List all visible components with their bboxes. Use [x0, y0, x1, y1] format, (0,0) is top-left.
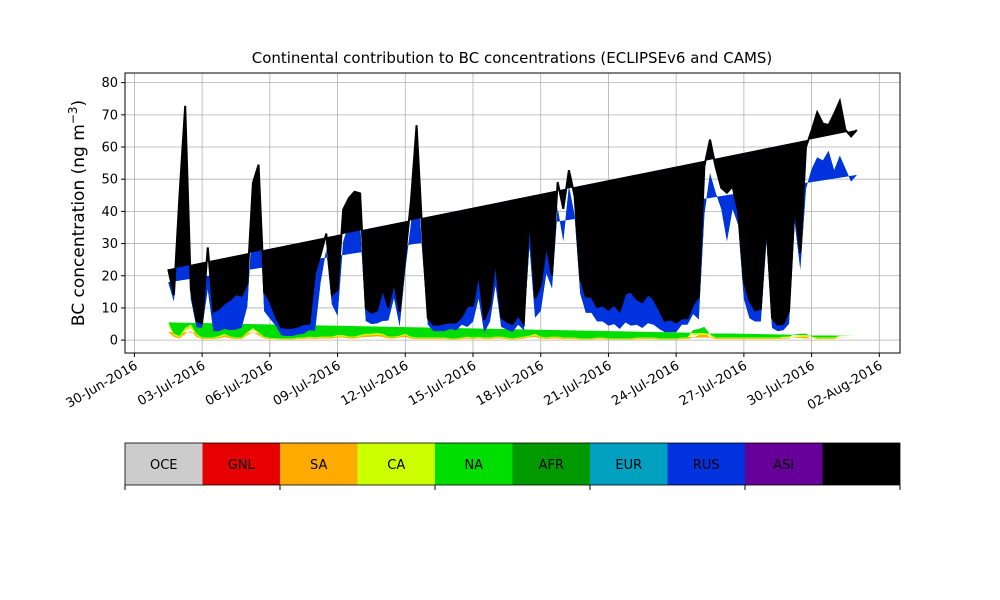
legend-label: EUR — [615, 458, 642, 473]
legend-swatch-asi — [745, 443, 823, 485]
legend-frame — [124, 442, 901, 486]
x-tick-label: 27-Jul-2016 — [677, 358, 750, 409]
legend-label: OCE — [150, 458, 178, 473]
legend-swatch-aus — [822, 443, 900, 485]
stacked-areas — [168, 101, 857, 340]
x-tick-label: 21-Jul-2016 — [542, 358, 615, 409]
x-tick-label: 02-Aug-2016 — [805, 358, 885, 413]
legend-swatch-na — [435, 443, 513, 485]
legend-label: CA — [387, 458, 405, 473]
legend-label: GNL — [228, 458, 256, 473]
legend-swatch-afr — [512, 443, 590, 485]
x-tick-label: 30-Jun-2016 — [64, 358, 141, 411]
legend-colorbar: OCE GNL SA CA NA AFR EUR RUS ASI AUS — [124, 442, 901, 490]
legend-label: AFR — [539, 458, 564, 473]
y-tick-label: 50 — [101, 173, 118, 188]
y-tick-label: 70 — [101, 108, 118, 123]
legend-label: ASI — [773, 458, 794, 473]
legend-swatch-rus — [667, 443, 745, 485]
x-tick-label: 09-Jul-2016 — [271, 358, 344, 409]
legend-swatch-eur — [590, 443, 668, 485]
y-tick-label: 30 — [101, 237, 118, 252]
legend-swatch-oce — [125, 443, 203, 485]
y-tick-label: 20 — [101, 269, 118, 284]
y-tick-label: 60 — [101, 141, 118, 156]
y-tick-label: 0 — [110, 334, 118, 349]
total-outline — [167, 97, 858, 329]
legend-swatch-sa — [280, 443, 358, 485]
legend-label: NA — [464, 458, 483, 473]
legend-label: AUS — [848, 458, 875, 473]
x-tick-label: 06-Jul-2016 — [203, 358, 276, 409]
x-tick-label: 12-Jul-2016 — [338, 358, 411, 409]
y-tick-label: 10 — [101, 301, 118, 316]
y-axis-label: BC concentration (ng m−3) — [66, 100, 89, 326]
x-tick-label: 24-Jul-2016 — [609, 358, 682, 409]
legend-swatch-ca — [357, 443, 435, 485]
chart-title: Continental contribution to BC concentra… — [252, 49, 773, 67]
legend-swatch-gnl — [202, 443, 280, 485]
area-aus — [168, 101, 857, 328]
y-tick-label: 40 — [101, 205, 118, 220]
x-axis: 30-Jun-201603-Jul-201606-Jul-201609-Jul-… — [64, 353, 885, 414]
x-tick-label: 03-Jul-2016 — [135, 358, 208, 409]
y-axis: 0 10 20 30 40 50 60 70 80 — [101, 76, 125, 349]
legend-label: RUS — [693, 458, 720, 473]
y-tick-label: 80 — [101, 76, 118, 91]
legend-label: SA — [310, 458, 327, 473]
x-tick-label: 18-Jul-2016 — [474, 358, 547, 409]
plot-frame — [124, 72, 901, 354]
x-tick-label: 15-Jul-2016 — [406, 358, 479, 409]
